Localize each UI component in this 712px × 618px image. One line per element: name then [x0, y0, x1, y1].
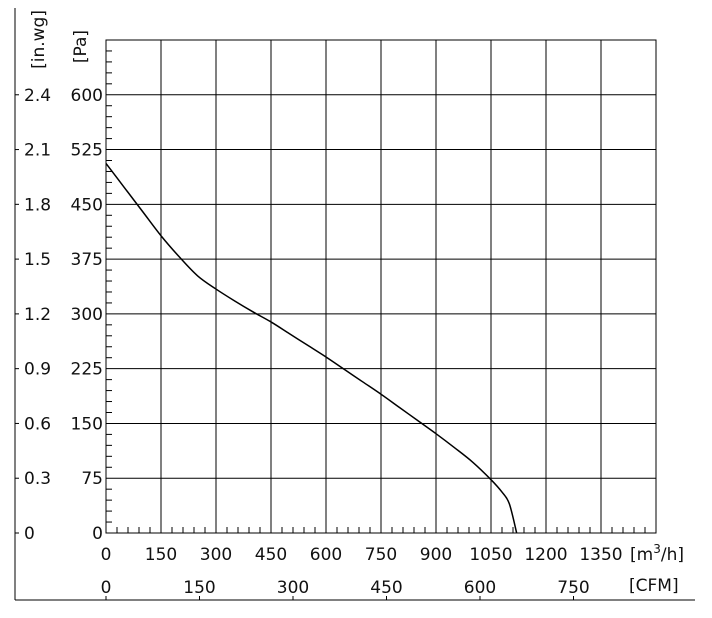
y2-tick-label: 0.9	[24, 360, 51, 380]
y-tick-label: 600	[71, 86, 103, 106]
x-tick-label: 300	[200, 545, 232, 565]
y-tick-label: 525	[71, 141, 103, 161]
x-tick-label: 750	[365, 545, 397, 565]
y-tick-label: 300	[71, 305, 103, 325]
x2-tick-label: 150	[183, 578, 215, 598]
x-tick-label: 0	[101, 545, 112, 565]
y-tick-label: 150	[71, 414, 103, 434]
labels-layer: 0 0.3 0.6 0.9 1.2 1.5 1.8 2.1 2.4 0 75 150 225 300 375…	[24, 10, 684, 598]
x2-tick-label: 300	[277, 578, 309, 598]
y2-tick-label: 1.8	[24, 195, 51, 215]
y2-tick-label: 0.6	[24, 414, 51, 434]
y2-unit-label: [in.wg]	[29, 10, 49, 69]
x-tick-label: 600	[310, 545, 342, 565]
y2-tick-label: 1.2	[24, 305, 51, 325]
fan-curve-series-0	[105, 162, 518, 534]
y-tick-label: 225	[71, 360, 103, 380]
y-tick-label: 450	[71, 195, 103, 215]
x-unit-label: [m3/h]	[630, 542, 684, 565]
x2-tick-label: 750	[557, 578, 589, 598]
x-tick-label: 1050	[469, 545, 512, 565]
x-tick-label: 900	[420, 545, 452, 565]
x-tick-label: 1200	[524, 545, 567, 565]
y-unit-label: [Pa]	[71, 30, 91, 63]
grid-layer	[105, 39, 657, 534]
curve-layer	[105, 162, 518, 534]
x2-tick-label: 0	[101, 578, 112, 598]
x-tick-label: 450	[255, 545, 287, 565]
y-tick-label: 375	[71, 250, 103, 270]
x-tick-label: 1350	[579, 545, 622, 565]
x2-tick-label: 450	[370, 578, 402, 598]
y-tick-label: 75	[81, 469, 103, 489]
y2-tick-label: 1.5	[24, 250, 51, 270]
x2-unit-label: [CFM]	[629, 576, 679, 596]
y2-tick-label: 0	[24, 524, 35, 544]
axes-layer	[14, 8, 695, 601]
x-tick-label: 150	[145, 545, 177, 565]
y2-tick-label: 2.1	[24, 141, 51, 161]
y2-tick-label: 0.3	[24, 469, 51, 489]
x2-tick-label: 600	[464, 578, 496, 598]
minor-ticks-layer	[106, 50, 646, 533]
y2-tick-label: 2.4	[24, 86, 51, 106]
y-tick-label: 0	[92, 524, 103, 544]
